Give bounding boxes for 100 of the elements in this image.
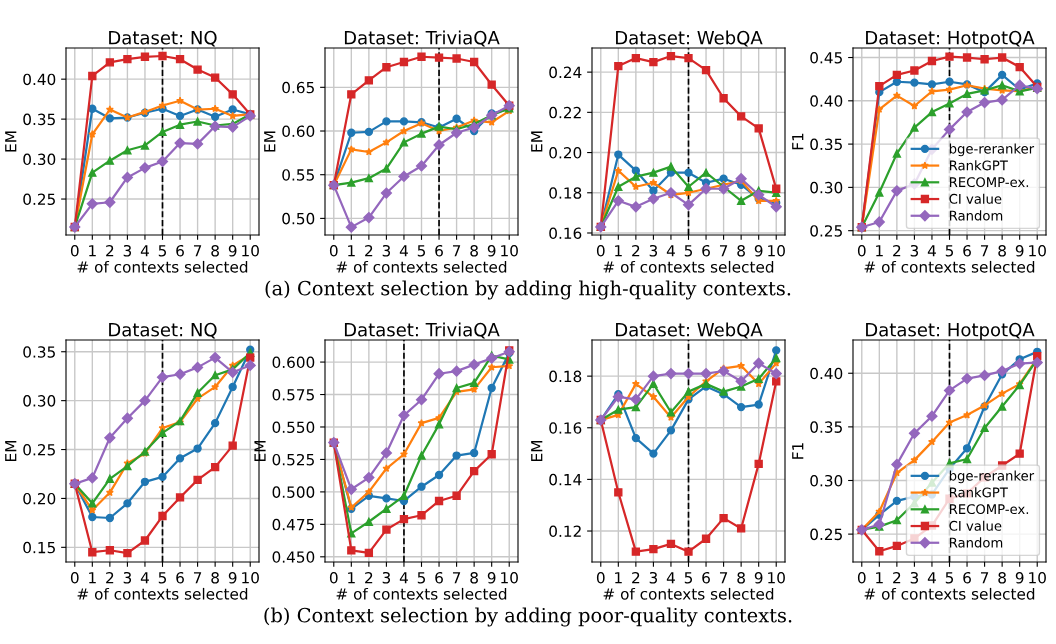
x-tick-label: 1 <box>348 245 355 257</box>
x-axis-title: # of contexts selected <box>336 587 507 600</box>
y-tick-label: 0.18 <box>549 370 582 383</box>
x-tick-label: 9 <box>1015 571 1024 584</box>
x-tick-label: 8 <box>998 244 1006 257</box>
x-tick-label: 6 <box>963 244 971 257</box>
y-tick-label: 0.40 <box>810 367 843 380</box>
y-axis-title: EM <box>5 131 17 152</box>
y-axis-title: EM <box>264 131 276 152</box>
x-tick-label: 4 <box>927 245 936 257</box>
y-tick-label: 0.30 <box>810 181 843 194</box>
x-tick-label: 2 <box>365 244 373 257</box>
x-tick-label: 7 <box>452 245 461 257</box>
legend-label: Random <box>949 537 1003 548</box>
x-tick-label: 9 <box>754 571 763 584</box>
y-axis-title: F1 <box>792 443 804 459</box>
x-tick-label: 4 <box>666 572 675 584</box>
y-tick-label: 0.18 <box>549 187 582 199</box>
chart-title: Dataset: HotpotQA <box>866 322 1035 340</box>
x-axis-title: # of contexts selected <box>336 260 507 273</box>
x-tick-label: 6 <box>435 244 443 257</box>
x-tick-label: 9 <box>1015 244 1024 257</box>
x-axis-title: # of contexts selected <box>864 260 1035 273</box>
x-tick-label: 5 <box>158 572 167 584</box>
y-tick-label: 0.65 <box>282 81 314 94</box>
y-tick-label: 0.20 <box>549 147 582 159</box>
y-tick-label: 0.60 <box>282 125 315 138</box>
x-tick-label: 7 <box>193 572 202 584</box>
y-tick-label: 0.30 <box>810 474 843 487</box>
x-tick-label: 4 <box>399 572 408 584</box>
legend-label: RankGPT <box>949 487 1008 498</box>
x-tick-label: 4 <box>666 245 675 257</box>
x-tick-label: 4 <box>399 245 408 257</box>
x-tick-label: 5 <box>417 245 426 257</box>
x-tick-label: 5 <box>417 572 426 584</box>
chart-title: Dataset: NQ <box>109 322 217 339</box>
y-tick-label: 0.575 <box>272 388 314 401</box>
chart-title: Dataset: NQ <box>109 30 217 47</box>
x-tick-label: 9 <box>228 244 237 257</box>
x-tick-label: 3 <box>382 571 391 584</box>
x-tick-label: 8 <box>998 571 1006 584</box>
x-axis-title: # of contexts selected <box>77 587 248 600</box>
x-tick-label: 8 <box>211 244 219 257</box>
x-axis-title: # of contexts selected <box>603 260 774 273</box>
x-tick-label: 0 <box>857 571 866 584</box>
y-tick-label: 0.20 <box>23 492 56 505</box>
x-tick-label: 4 <box>927 572 936 584</box>
x-tick-label: 10 <box>501 571 518 584</box>
y-tick-label: 0.22 <box>549 106 581 119</box>
x-tick-label: 0 <box>329 571 338 584</box>
x-tick-label: 1 <box>876 572 883 584</box>
x-tick-label: 3 <box>382 244 391 257</box>
y-axis-title: EM <box>531 131 543 152</box>
legend-label: RankGPT <box>949 160 1008 171</box>
x-tick-label: 5 <box>945 572 954 584</box>
y-tick-label: 0.14 <box>549 473 582 486</box>
y-tick-label: 0.55 <box>282 169 314 181</box>
legend-label: bge-reranker <box>949 143 1035 157</box>
y-tick-label: 0.30 <box>23 395 56 407</box>
x-tick-label: 2 <box>632 244 640 257</box>
y-tick-label: 0.25 <box>810 225 842 237</box>
x-tick-label: 0 <box>329 244 338 257</box>
x-axis-title: # of contexts selected <box>77 260 248 273</box>
text: (b) Context selection by adding poor-quality contexts. <box>264 607 792 627</box>
x-tick-label: 10 <box>768 244 785 257</box>
y-tick-label: 0.40 <box>23 73 56 86</box>
y-tick-label: 0.550 <box>272 421 315 433</box>
x-tick-label: 9 <box>754 244 763 257</box>
legend-label: Random <box>949 210 1003 221</box>
x-tick-label: 1 <box>89 245 96 257</box>
y-tick-label: 0.35 <box>23 346 55 358</box>
chart-title: Dataset: WebQA <box>616 30 763 47</box>
x-tick-label: 3 <box>910 571 919 584</box>
y-tick-label: 0.15 <box>23 541 55 554</box>
x-tick-label: 1 <box>89 572 96 584</box>
y-tick-label: 0.35 <box>810 138 842 151</box>
x-tick-label: 0 <box>70 244 79 257</box>
x-tick-label: 10 <box>768 571 785 584</box>
legend-label: bge-reranker <box>949 470 1035 484</box>
y-tick-label: 0.24 <box>549 66 582 79</box>
x-tick-label: 2 <box>632 571 640 584</box>
legend-label: CI value <box>949 193 1002 204</box>
y-tick-label: 0.600 <box>272 356 315 369</box>
x-tick-label: 1 <box>615 245 622 257</box>
x-tick-label: 8 <box>211 571 219 584</box>
chart-title: Dataset: TriviaQA <box>344 322 500 339</box>
x-tick-label: 6 <box>702 571 710 584</box>
x-tick-label: 4 <box>140 245 149 257</box>
y-tick-label: 0.25 <box>23 193 55 206</box>
y-tick-label: 0.16 <box>549 227 582 240</box>
x-tick-label: 1 <box>876 245 883 257</box>
x-tick-label: 9 <box>487 244 496 257</box>
x-axis-title: # of contexts selected <box>864 587 1035 600</box>
x-tick-label: 10 <box>1029 244 1046 257</box>
chart-title: Dataset: TriviaQA <box>344 30 500 47</box>
x-tick-label: 7 <box>980 245 989 257</box>
x-tick-label: 3 <box>649 244 658 257</box>
y-axis-title: EM <box>5 441 17 461</box>
x-tick-label: 6 <box>435 571 443 584</box>
chart-title: Dataset: HotpotQA <box>866 30 1035 48</box>
